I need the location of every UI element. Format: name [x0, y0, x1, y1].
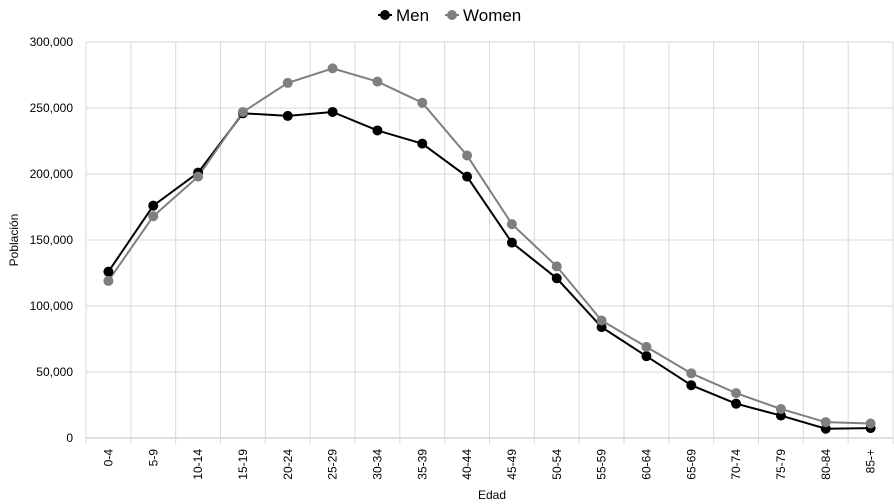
y-tick-label: 0	[66, 431, 73, 445]
women-data-point	[820, 417, 831, 428]
women-data-point	[731, 388, 742, 399]
men-data-point	[103, 266, 114, 277]
men-data-point	[327, 106, 338, 117]
women-data-point	[686, 368, 697, 379]
men-data-point	[462, 171, 473, 182]
x-tick-label: 60-64	[639, 449, 653, 480]
x-tick-label: 70-74	[729, 449, 743, 480]
x-axis-ticks: 0-4 5-9 10-14 15-19 20-24 25-29 30-34 35-39 40-4…	[101, 449, 877, 480]
legend-men-marker	[380, 10, 390, 20]
y-axis-ticks: 0 50,000 100,000 150,000 200,000 250,000 300,0…	[30, 35, 74, 445]
men-data-point	[282, 110, 293, 121]
men-data-point	[506, 237, 517, 248]
x-tick-label: 5-9	[146, 449, 160, 467]
women-data-point	[148, 211, 159, 222]
men-data-point	[731, 398, 742, 409]
men-data-point	[551, 273, 562, 284]
women-data-point	[372, 76, 383, 87]
women-data-point	[282, 77, 293, 88]
legend-men-label: Men	[396, 6, 429, 25]
y-tick-label: 150,000	[30, 233, 74, 247]
women-data-point	[551, 261, 562, 272]
men-data-point	[417, 138, 428, 149]
men-data-point	[372, 125, 383, 136]
y-axis-title: Población	[7, 214, 21, 267]
women-data-point	[506, 219, 517, 230]
x-tick-label: 10-14	[191, 449, 205, 480]
women-data-point	[775, 403, 786, 414]
x-tick-label: 35-39	[415, 449, 429, 480]
x-tick-label: 65-69	[684, 449, 698, 480]
x-tick-label: 50-54	[550, 449, 564, 480]
x-tick-label: 80-84	[819, 449, 833, 480]
x-tick-label: 40-44	[460, 449, 474, 480]
x-tick-label: 0-4	[101, 449, 115, 467]
women-data-point	[596, 315, 607, 326]
y-tick-label: 100,000	[30, 299, 74, 313]
x-axis-title: Edad	[478, 488, 506, 502]
x-tick-label: 85-+	[864, 449, 878, 473]
x-tick-label: 15-19	[236, 449, 250, 480]
women-data-point	[103, 275, 114, 286]
women-data-point	[641, 341, 652, 352]
y-tick-label: 250,000	[30, 101, 74, 115]
gridlines	[85, 41, 894, 444]
x-tick-label: 75-79	[774, 449, 788, 480]
y-tick-label: 200,000	[30, 167, 74, 181]
series-lines	[103, 63, 876, 434]
men-data-point	[641, 351, 652, 362]
women-data-point	[865, 418, 876, 429]
x-tick-label: 45-49	[505, 449, 519, 480]
x-tick-label: 25-29	[326, 449, 340, 480]
y-tick-label: 50,000	[36, 365, 73, 379]
men-data-point	[686, 380, 697, 391]
women-data-point	[417, 97, 428, 108]
women-data-point	[462, 150, 473, 161]
women-series-line	[107, 67, 871, 425]
men-data-point	[148, 200, 159, 211]
women-data-point	[193, 171, 204, 182]
women-data-point	[237, 106, 248, 117]
x-tick-label: 20-24	[281, 449, 295, 480]
x-tick-label: 55-59	[595, 449, 609, 480]
women-data-point	[327, 63, 338, 74]
legend: Men Women	[378, 6, 521, 25]
legend-women-marker	[447, 10, 457, 20]
legend-women-label: Women	[463, 6, 521, 25]
x-tick-label: 30-34	[370, 449, 384, 480]
y-tick-label: 300,000	[30, 35, 74, 49]
